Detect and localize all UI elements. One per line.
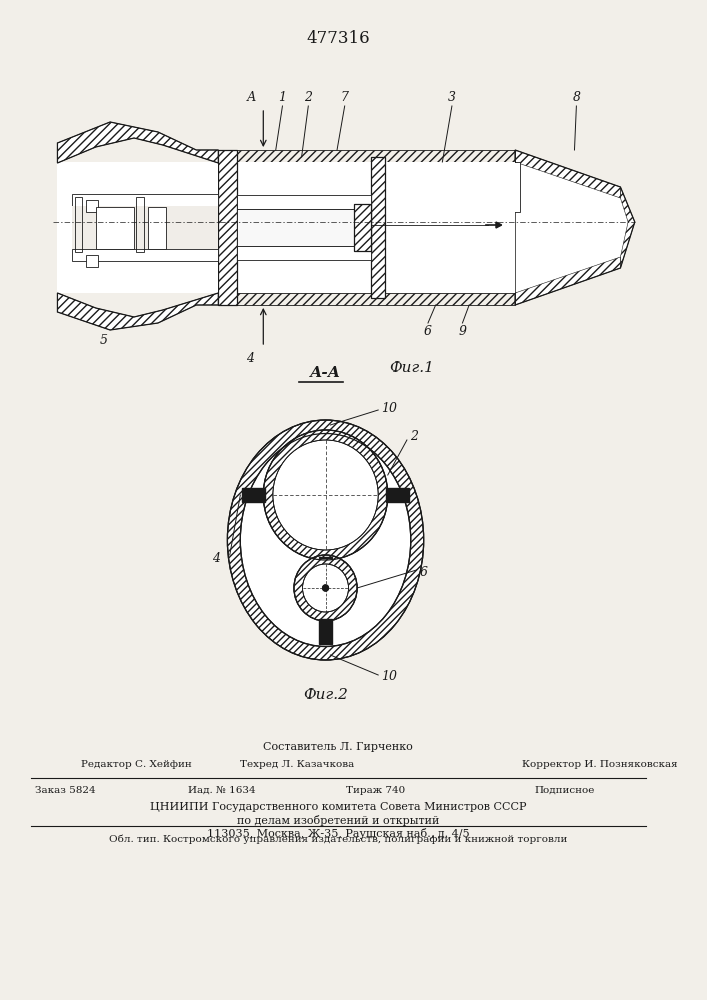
Ellipse shape bbox=[493, 168, 510, 176]
Polygon shape bbox=[515, 150, 635, 305]
Circle shape bbox=[322, 585, 329, 591]
Ellipse shape bbox=[228, 420, 423, 660]
Text: 3: 3 bbox=[448, 91, 456, 104]
Ellipse shape bbox=[493, 192, 510, 198]
Circle shape bbox=[303, 564, 349, 612]
Text: Техред Л. Казачкова: Техред Л. Казачкова bbox=[240, 760, 354, 769]
Bar bbox=[72, 249, 218, 261]
Text: Корректор И. Позняковская: Корректор И. Позняковская bbox=[522, 760, 677, 769]
Ellipse shape bbox=[387, 180, 404, 186]
Text: Фиг.1: Фиг.1 bbox=[390, 361, 434, 375]
Text: 6: 6 bbox=[424, 325, 432, 338]
Text: Подписное: Подписное bbox=[534, 786, 595, 795]
Text: 8: 8 bbox=[573, 91, 580, 104]
Bar bbox=[72, 206, 218, 249]
Text: Фиг.2: Фиг.2 bbox=[303, 688, 348, 702]
Ellipse shape bbox=[493, 180, 510, 186]
Text: 4: 4 bbox=[246, 352, 254, 365]
Polygon shape bbox=[319, 619, 332, 644]
Circle shape bbox=[263, 430, 387, 560]
Text: 477316: 477316 bbox=[306, 30, 370, 47]
Polygon shape bbox=[386, 488, 409, 502]
Bar bbox=[371, 157, 385, 298]
Ellipse shape bbox=[439, 180, 455, 186]
Text: 10: 10 bbox=[381, 670, 397, 682]
Bar bbox=[220, 162, 515, 293]
Text: Составитель Л. Гирченко: Составитель Л. Гирченко bbox=[263, 742, 413, 752]
Ellipse shape bbox=[413, 168, 429, 176]
Ellipse shape bbox=[439, 168, 455, 176]
Text: 5: 5 bbox=[100, 334, 107, 347]
Bar bbox=[218, 150, 238, 305]
Bar bbox=[136, 197, 144, 252]
Bar bbox=[238, 246, 371, 260]
Ellipse shape bbox=[467, 168, 483, 176]
Text: 4: 4 bbox=[212, 552, 220, 564]
Text: А-А: А-А bbox=[310, 366, 341, 380]
Polygon shape bbox=[57, 122, 218, 163]
Bar bbox=[86, 255, 98, 267]
Bar bbox=[220, 293, 515, 305]
Bar bbox=[72, 194, 218, 206]
Bar bbox=[220, 150, 515, 162]
Text: А: А bbox=[247, 91, 257, 104]
Text: Обл. тип. Костромского управления издательств, полиграфии и книжной торговли: Обл. тип. Костромского управления издате… bbox=[109, 834, 567, 844]
Bar bbox=[378, 162, 520, 212]
Ellipse shape bbox=[387, 192, 404, 198]
Polygon shape bbox=[319, 557, 332, 558]
Bar bbox=[148, 207, 165, 249]
Polygon shape bbox=[496, 222, 502, 228]
Text: ЦНИИПИ Государственного комитета Совета Министров СССР: ЦНИИПИ Государственного комитета Совета … bbox=[150, 802, 526, 812]
Text: 10: 10 bbox=[381, 402, 397, 416]
Text: Заказ 5824: Заказ 5824 bbox=[35, 786, 95, 795]
Text: 113035, Москва, Ж-35, Раушская наб., д. 4/5: 113035, Москва, Ж-35, Раушская наб., д. … bbox=[206, 828, 469, 839]
Bar bbox=[95, 207, 134, 249]
Bar bbox=[218, 150, 238, 305]
Circle shape bbox=[322, 585, 329, 591]
Text: Редактор С. Хейфин: Редактор С. Хейфин bbox=[81, 760, 192, 769]
Bar bbox=[238, 195, 371, 209]
Text: по делам изобретений и открытий: по делам изобретений и открытий bbox=[237, 815, 439, 826]
Text: 2: 2 bbox=[410, 430, 418, 444]
Ellipse shape bbox=[467, 180, 483, 186]
Ellipse shape bbox=[439, 192, 455, 198]
Text: Тираж 740: Тираж 740 bbox=[346, 786, 405, 795]
Bar bbox=[371, 157, 385, 298]
Circle shape bbox=[273, 440, 378, 550]
Ellipse shape bbox=[413, 192, 429, 198]
Text: 9: 9 bbox=[458, 325, 467, 338]
Polygon shape bbox=[57, 293, 218, 330]
Text: 6: 6 bbox=[419, 566, 427, 578]
Circle shape bbox=[294, 555, 357, 621]
Bar bbox=[57, 162, 218, 293]
Bar bbox=[238, 209, 371, 246]
Bar bbox=[354, 204, 371, 251]
Ellipse shape bbox=[467, 192, 483, 198]
Text: 7: 7 bbox=[341, 91, 349, 104]
Text: 2: 2 bbox=[304, 91, 312, 104]
Text: Иад. № 1634: Иад. № 1634 bbox=[188, 786, 256, 795]
Polygon shape bbox=[243, 488, 265, 502]
Bar bbox=[354, 204, 371, 251]
Ellipse shape bbox=[240, 434, 411, 647]
Bar bbox=[86, 200, 98, 212]
Ellipse shape bbox=[387, 168, 404, 176]
Bar bbox=[75, 197, 82, 252]
Ellipse shape bbox=[413, 180, 429, 186]
Text: 1: 1 bbox=[279, 91, 286, 104]
